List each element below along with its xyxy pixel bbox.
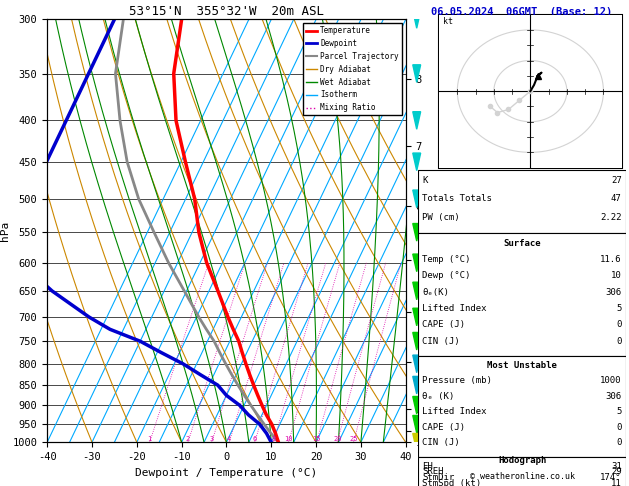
Text: 10: 10 [284, 436, 292, 442]
Polygon shape [413, 254, 421, 272]
Text: 06.05.2024  06GMT  (Base: 12): 06.05.2024 06GMT (Base: 12) [431, 7, 613, 17]
Title: 53°15'N  355°32'W  20m ASL: 53°15'N 355°32'W 20m ASL [129, 5, 324, 18]
Text: Mixing Ratio (g/kg): Mixing Ratio (g/kg) [437, 180, 446, 282]
Text: 11.6: 11.6 [600, 255, 621, 264]
Text: 47: 47 [611, 194, 621, 204]
Y-axis label: km
ASL: km ASL [437, 222, 459, 240]
Polygon shape [413, 434, 421, 451]
Text: 306: 306 [606, 288, 621, 296]
Text: kt: kt [443, 17, 453, 26]
Text: K: K [423, 176, 428, 186]
Text: 4: 4 [227, 436, 231, 442]
Y-axis label: hPa: hPa [0, 221, 9, 241]
Text: 5: 5 [616, 304, 621, 313]
Text: θₑ(K): θₑ(K) [423, 288, 449, 296]
Text: 5: 5 [616, 407, 621, 416]
Polygon shape [413, 332, 421, 350]
Text: StmSpd (kt): StmSpd (kt) [423, 479, 482, 486]
Text: 0: 0 [616, 320, 621, 329]
Text: 2: 2 [186, 436, 190, 442]
Text: SREH: SREH [423, 467, 444, 476]
Text: 174°: 174° [600, 473, 621, 482]
Polygon shape [413, 355, 421, 373]
Text: 25: 25 [349, 436, 358, 442]
Bar [418, 233, 626, 356]
Text: Lifted Index: Lifted Index [423, 304, 487, 313]
Bar [418, 170, 626, 233]
Text: CAPE (J): CAPE (J) [423, 320, 465, 329]
Text: 20: 20 [333, 436, 342, 442]
Text: 3: 3 [209, 436, 214, 442]
Text: 1000: 1000 [600, 376, 621, 385]
Polygon shape [413, 112, 421, 129]
Polygon shape [413, 308, 421, 326]
Text: StmDir: StmDir [423, 473, 455, 482]
Legend: Temperature, Dewpoint, Parcel Trajectory, Dry Adiabat, Wet Adiabat, Isotherm, Mi: Temperature, Dewpoint, Parcel Trajectory… [303, 23, 402, 115]
Polygon shape [413, 153, 421, 171]
Polygon shape [413, 416, 421, 433]
Text: 8: 8 [272, 436, 276, 442]
Text: 29: 29 [611, 467, 621, 476]
Text: 306: 306 [606, 392, 621, 400]
Text: Hodograph: Hodograph [498, 456, 546, 465]
Text: Totals Totals: Totals Totals [423, 194, 493, 204]
Polygon shape [413, 65, 421, 82]
Text: 1: 1 [148, 436, 152, 442]
Text: 2.22: 2.22 [600, 212, 621, 222]
Bar [418, 457, 626, 486]
Text: 31: 31 [611, 462, 621, 470]
Polygon shape [413, 224, 421, 241]
Text: CAPE (J): CAPE (J) [423, 423, 465, 432]
Text: 27: 27 [611, 176, 621, 186]
Text: Surface: Surface [503, 239, 541, 247]
Text: PW (cm): PW (cm) [423, 212, 460, 222]
Polygon shape [413, 11, 421, 28]
Text: EH: EH [423, 462, 433, 470]
Text: Pressure (mb): Pressure (mb) [423, 376, 493, 385]
Text: Lifted Index: Lifted Index [423, 407, 487, 416]
Text: CIN (J): CIN (J) [423, 438, 460, 447]
Text: 10: 10 [611, 271, 621, 280]
Polygon shape [413, 282, 421, 300]
X-axis label: Dewpoint / Temperature (°C): Dewpoint / Temperature (°C) [135, 468, 318, 478]
Polygon shape [413, 397, 421, 414]
Polygon shape [413, 376, 421, 394]
Text: 11: 11 [611, 479, 621, 486]
Bar [418, 356, 626, 457]
Text: CIN (J): CIN (J) [423, 337, 460, 346]
Text: 15: 15 [313, 436, 321, 442]
Text: © weatheronline.co.uk: © weatheronline.co.uk [470, 472, 574, 481]
Text: Temp (°C): Temp (°C) [423, 255, 471, 264]
Text: Dewp (°C): Dewp (°C) [423, 271, 471, 280]
Polygon shape [413, 190, 421, 208]
Text: Most Unstable: Most Unstable [487, 361, 557, 369]
Text: θₑ (K): θₑ (K) [423, 392, 455, 400]
Text: 6: 6 [253, 436, 257, 442]
Text: 0: 0 [616, 423, 621, 432]
Bar [439, 15, 621, 168]
Text: 0: 0 [616, 337, 621, 346]
Text: 0: 0 [616, 438, 621, 447]
